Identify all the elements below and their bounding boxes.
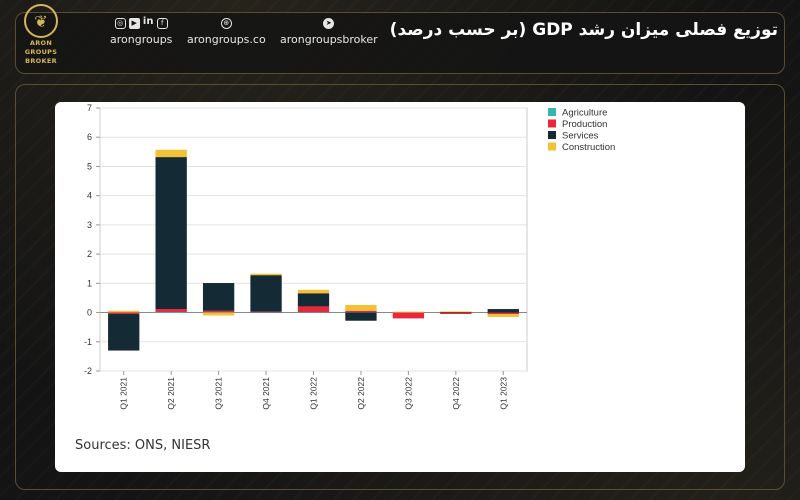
bar-construction-8 <box>487 314 519 317</box>
x-tick-label: Q1 2021 <box>119 377 129 410</box>
bar-agriculture-3 <box>250 312 282 314</box>
x-tick-label: Q2 2021 <box>166 377 176 410</box>
bar-production-7 <box>440 312 472 315</box>
bar-construction-4 <box>297 289 330 294</box>
bar-construction-5 <box>345 304 377 311</box>
bar-services-5 <box>345 312 377 321</box>
bar-construction-2 <box>202 312 235 316</box>
telegram-icon[interactable]: ➤ <box>323 17 335 29</box>
sources-note: Sources: ONS, NIESR <box>75 438 211 453</box>
y-tick-label: 7 <box>87 103 92 113</box>
y-tick-label: 6 <box>87 132 92 142</box>
social-label-telegram[interactable]: arongroupsbroker <box>280 33 378 46</box>
y-tick-label: 1 <box>87 278 92 288</box>
x-tick-label: Q2 2022 <box>356 377 366 410</box>
bar-construction-1 <box>155 149 187 158</box>
bar-services-3 <box>250 275 282 312</box>
brand-logo: ❦ ARON GROUPS BROKER <box>18 4 64 66</box>
linkedin-icon[interactable]: in <box>142 15 154 27</box>
chart-card: -2 -1 0 1 2 3 4 5 6 7 Q1 2021 Q2 2021 Q3 2021 Q4 2021… <box>55 102 745 472</box>
logo-text-2: GROUPS <box>24 48 58 56</box>
bar-production-4 <box>297 306 330 313</box>
y-tick-label: 5 <box>87 161 92 171</box>
logo-emblem-icon: ❦ <box>24 4 58 38</box>
x-tick-label: Q3 2022 <box>403 377 413 410</box>
legend-label-agriculture: Agriculture <box>562 108 607 119</box>
bar-production-0 <box>108 312 140 315</box>
bar-construction-3 <box>250 273 282 276</box>
logo-text-3: BROKER <box>25 57 57 65</box>
stacked-bar-chart: -2 -1 0 1 2 3 4 5 6 7 Q1 2021 Q2 2021 Q3 2021 Q4 2021… <box>84 103 615 410</box>
instagram-icon[interactable]: ◎ <box>114 17 126 29</box>
social-telegram-group[interactable]: ➤ arongroupsbroker <box>280 16 378 46</box>
bar-production-8 <box>487 312 519 315</box>
y-tick-label: 2 <box>87 249 92 259</box>
legend-swatch-agriculture <box>548 108 556 116</box>
bar-services-0 <box>108 314 140 351</box>
x-tick-label: Q3 2021 <box>214 377 224 410</box>
legend-label-services: Services <box>562 131 599 142</box>
legend-swatch-services <box>548 131 556 139</box>
y-tick-label: -1 <box>84 337 92 347</box>
globe-icon[interactable]: ⊕ <box>220 17 232 29</box>
y-tick-label: -2 <box>84 366 92 376</box>
bar-production-6 <box>392 312 425 319</box>
page-title: توزیع فصلی میزان رشد GDP (بر حسب درصد) <box>389 20 778 40</box>
youtube-icon[interactable]: ▶ <box>128 17 140 29</box>
logo-text-1: ARON <box>29 39 53 47</box>
header-bar <box>15 12 785 74</box>
legend-label-production: Production <box>562 119 607 130</box>
legend-swatch-production <box>548 119 556 128</box>
bar-services-2 <box>202 283 235 311</box>
x-tick-label: Q4 2021 <box>261 377 271 410</box>
bar-services-1 <box>155 157 187 310</box>
bar-production-2 <box>202 310 235 313</box>
bar-agriculture-4 <box>297 312 330 314</box>
bar-services-8 <box>487 309 519 313</box>
content-frame <box>15 84 785 490</box>
y-tick-label: 3 <box>87 220 92 230</box>
x-tick-label: Q1 2023 <box>498 377 508 410</box>
bar-agriculture-1 <box>155 311 187 313</box>
y-tick-label: 4 <box>87 191 92 201</box>
bar-construction-0 <box>108 310 140 313</box>
bar-services-7 <box>440 311 472 313</box>
bar-construction-7 <box>440 311 472 313</box>
x-tick-label: Q1 2022 <box>309 377 319 410</box>
legend-label-construction: Construction <box>562 142 615 153</box>
bar-production-1 <box>155 309 187 312</box>
y-tick-label: 0 <box>87 308 92 318</box>
bar-production-5 <box>345 310 377 313</box>
legend-swatch-construction <box>548 142 556 151</box>
x-tick-label: Q4 2022 <box>451 377 461 410</box>
bar-services-4 <box>297 293 330 307</box>
social-website-group[interactable]: ⊕ arongroups.co <box>187 16 266 46</box>
social-label-website[interactable]: arongroups.co <box>187 33 266 46</box>
bar-construction-6 <box>392 311 425 313</box>
social-label-arongroups[interactable]: arongroups <box>110 33 173 46</box>
social-instagram-group[interactable]: ◎ ▶ in f arongroups <box>110 16 172 46</box>
bar-production-3 <box>250 311 282 313</box>
facebook-icon[interactable]: f <box>156 17 168 29</box>
